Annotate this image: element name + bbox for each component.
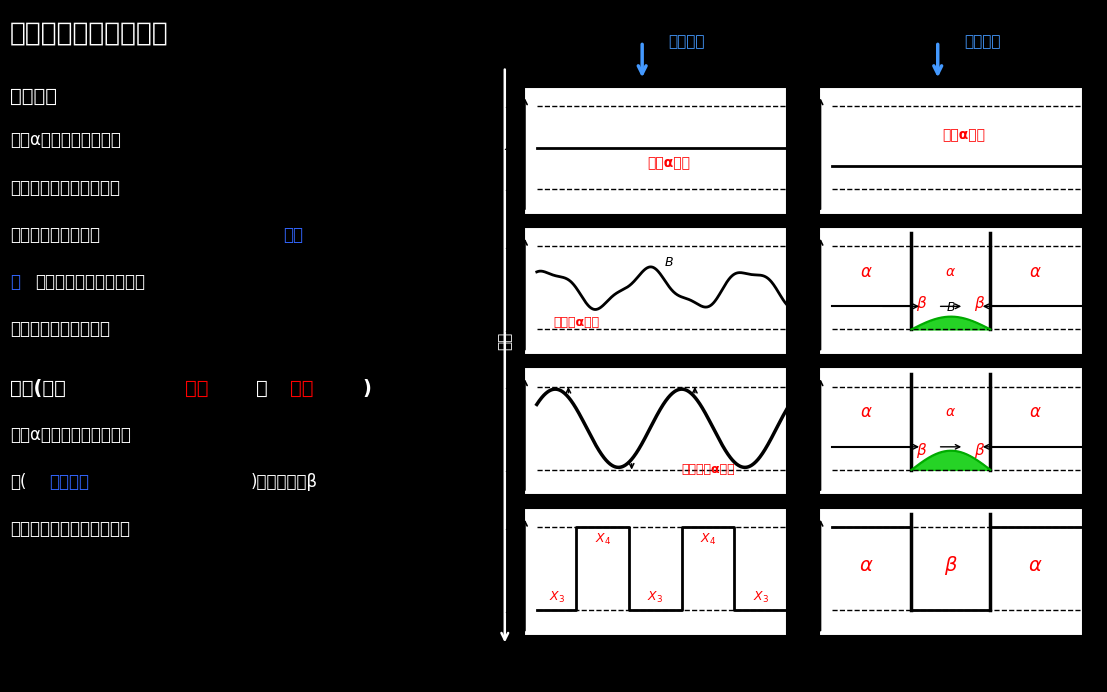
Text: $\alpha$: $\alpha$ bbox=[1028, 403, 1042, 421]
Text: 调幅分解: 调幅分解 bbox=[10, 86, 56, 105]
Text: $X_0$: $X_0$ bbox=[800, 158, 815, 174]
Text: 本质上不是相变过程。: 本质上不是相变过程。 bbox=[10, 320, 110, 338]
Text: $X_1$: $X_1$ bbox=[505, 181, 519, 197]
Text: $X_1$: $X_1$ bbox=[800, 462, 815, 477]
Text: $X_B$: $X_B$ bbox=[851, 33, 869, 50]
Text: $X_2$: $X_2$ bbox=[505, 239, 519, 254]
Text: $X_2$: $X_2$ bbox=[800, 239, 815, 254]
Text: 均匀α单相: 均匀α单相 bbox=[942, 128, 985, 142]
Text: )。脱溶始于β: )。脱溶始于β bbox=[251, 473, 318, 491]
Text: 更不均匀α单相: 更不均匀α单相 bbox=[681, 464, 735, 476]
Text: $X_2$: $X_2$ bbox=[505, 520, 519, 535]
Text: 母相α中溶质浓度梯度越来: 母相α中溶质浓度梯度越来 bbox=[10, 426, 131, 444]
Text: $X_2$: $X_2$ bbox=[800, 379, 815, 394]
Text: $X_1$: $X_1$ bbox=[505, 603, 519, 618]
Text: 沉淀: 沉淀 bbox=[290, 379, 313, 397]
Text: $\beta$: $\beta$ bbox=[974, 441, 985, 460]
Text: $X_1$: $X_1$ bbox=[505, 462, 519, 477]
Text: 距离: 距离 bbox=[942, 651, 960, 666]
Text: 上坡: 上坡 bbox=[283, 226, 303, 244]
Text: $X_0$: $X_0$ bbox=[505, 140, 519, 156]
Text: $X_3$: $X_3$ bbox=[753, 590, 768, 606]
Text: $\alpha$: $\alpha$ bbox=[860, 263, 873, 281]
Text: $X_2$: $X_2$ bbox=[505, 379, 519, 394]
Text: $\alpha$: $\alpha$ bbox=[945, 265, 956, 279]
Text: $\alpha$: $\alpha$ bbox=[1028, 263, 1042, 281]
Text: $X_4$: $X_4$ bbox=[594, 532, 611, 547]
Text: 时间: 时间 bbox=[497, 331, 513, 350]
Text: 扩: 扩 bbox=[10, 273, 20, 291]
Text: 脱溶过程: 脱溶过程 bbox=[964, 34, 1001, 49]
Text: $X_B$: $X_B$ bbox=[556, 33, 573, 50]
Text: $X_1$: $X_1$ bbox=[505, 322, 519, 337]
Text: $X_1$: $X_1$ bbox=[800, 603, 815, 618]
Text: $X_2$: $X_2$ bbox=[505, 98, 519, 113]
Text: $\alpha$: $\alpha$ bbox=[859, 556, 873, 575]
Text: $X_2$: $X_2$ bbox=[800, 520, 815, 535]
Text: 小(: 小( bbox=[10, 473, 27, 491]
Text: $\beta$: $\beta$ bbox=[917, 294, 928, 313]
Text: 脱溶(也称: 脱溶(也称 bbox=[10, 379, 65, 397]
Text: 析出: 析出 bbox=[185, 379, 208, 397]
Text: 或: 或 bbox=[256, 379, 268, 397]
Text: 调幅分解: 调幅分解 bbox=[669, 34, 705, 49]
Text: 调幅分解与脱溶的对比: 调幅分解与脱溶的对比 bbox=[10, 21, 168, 47]
Text: $X_2$: $X_2$ bbox=[800, 98, 815, 113]
Text: 加而增大，因此属于: 加而增大，因此属于 bbox=[10, 226, 100, 244]
Text: $\beta$: $\beta$ bbox=[917, 441, 928, 460]
Text: ): ) bbox=[363, 379, 372, 397]
Text: 均匀α单相: 均匀α单相 bbox=[646, 156, 690, 170]
Text: $\alpha$: $\alpha$ bbox=[860, 403, 873, 421]
Text: $B$: $B$ bbox=[946, 301, 955, 314]
Text: 距离: 距离 bbox=[646, 651, 664, 666]
Text: $X_4$: $X_4$ bbox=[700, 532, 716, 547]
Text: ，即溶质浓度梯度随时间: ，即溶质浓度梯度随时间 bbox=[10, 179, 120, 197]
Text: $X_1$: $X_1$ bbox=[800, 181, 815, 197]
Text: $X_3$: $X_3$ bbox=[648, 590, 663, 606]
Text: $\beta$: $\beta$ bbox=[944, 554, 958, 577]
Text: 单相α中的成分差越来越: 单相α中的成分差越来越 bbox=[10, 131, 121, 149]
Text: $B$: $B$ bbox=[663, 256, 673, 269]
Text: 形核，是典型的相变过程。: 形核，是典型的相变过程。 bbox=[10, 520, 130, 538]
Text: $X_1$: $X_1$ bbox=[800, 322, 815, 337]
Text: 下坡扩散: 下坡扩散 bbox=[49, 473, 89, 491]
Text: $\alpha$: $\alpha$ bbox=[945, 406, 956, 419]
Text: 散。调幅分解中不形核，: 散。调幅分解中不形核， bbox=[35, 273, 145, 291]
Text: $X_3$: $X_3$ bbox=[549, 590, 565, 606]
Text: 不均匀α单相: 不均匀α单相 bbox=[554, 316, 599, 329]
Text: $\beta$: $\beta$ bbox=[974, 294, 985, 313]
Text: $\alpha$: $\alpha$ bbox=[1028, 556, 1043, 575]
